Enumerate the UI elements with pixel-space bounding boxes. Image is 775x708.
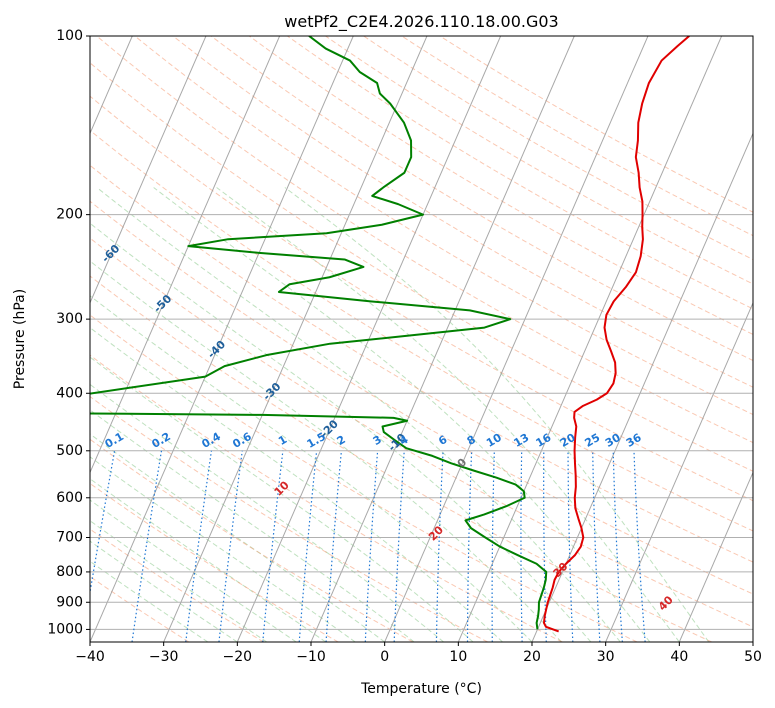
x-tick-label: −40 (75, 649, 105, 665)
moist-adiabat-line (90, 520, 268, 642)
moist-adiabat-line (90, 260, 562, 642)
isotherm-line (90, 36, 354, 642)
mixing-ratio-line (262, 450, 284, 642)
dry-adiabat-line (90, 62, 753, 472)
moist-adiabat-line (153, 187, 651, 642)
y-tick-label: 200 (56, 207, 83, 223)
isotherm-line (90, 36, 207, 305)
temperature-trace (542, 36, 690, 633)
isotherm-line (384, 36, 649, 642)
mixing-ratio-line (325, 450, 343, 642)
mixing-ratio-line (364, 450, 379, 642)
moist-adiabat-line (90, 433, 385, 642)
dry-adiabat-line (90, 314, 638, 642)
y-tick-label: 500 (56, 443, 83, 459)
x-tick-label: 0 (380, 649, 389, 665)
dry-adiabats (90, 36, 753, 642)
moist-adiabat-line (90, 478, 327, 642)
dry-adiabat-line (90, 237, 753, 628)
mixing-ratio-line (218, 450, 243, 642)
dry-adiabat-line (90, 482, 339, 642)
y-tick-label: 1000 (47, 621, 83, 637)
moist-adiabat-line (216, 187, 680, 642)
x-axis-ticks: −40 −30 −20 −10 0 10 20 30 40 50 (75, 642, 762, 665)
dry-adiabat-line (90, 164, 753, 563)
x-tick-label: 20 (523, 649, 541, 665)
mixing-ratio-line (185, 450, 213, 642)
x-tick-label: 10 (449, 649, 467, 665)
y-tick-label: 300 (56, 311, 83, 327)
moist-adiabat-line (90, 560, 209, 642)
dry-adiabat-line (90, 528, 264, 642)
moist-adiabat-line (90, 222, 592, 642)
x-tick-label: 40 (670, 649, 688, 665)
x-axis-label: Temperature (°C) (360, 681, 482, 697)
moist-adiabat-line (90, 499, 297, 642)
dry-adiabat-line (172, 36, 753, 388)
y-tick-label: 400 (56, 385, 83, 401)
dry-adiabat-line (90, 200, 753, 595)
dry-adiabat-line (363, 36, 753, 261)
isotherm-line (605, 301, 753, 642)
y-tick-label: 700 (56, 530, 83, 546)
isotherm-line (531, 132, 753, 642)
isotherm-line (457, 36, 723, 642)
mixing-ratio-line (612, 450, 623, 642)
y-tick-label: 800 (56, 564, 83, 580)
mixing-ratio-line (298, 450, 318, 642)
moist-adiabat-line (90, 409, 415, 642)
dry-adiabat-line (90, 95, 753, 502)
moist-adiabat-line (90, 327, 503, 642)
sounding-traces (90, 36, 690, 633)
dry-adiabat-line (90, 438, 414, 642)
moist-adiabat-line (90, 295, 533, 642)
dry-adiabat-line (96, 36, 753, 444)
dry-adiabat-line (90, 129, 753, 532)
mixing-ratio-lines (90, 450, 646, 642)
plot-frame (89, 35, 754, 643)
dry-adiabat-line (90, 395, 488, 642)
moist-adiabat-line (90, 456, 356, 642)
x-tick-label: −20 (223, 649, 253, 665)
isotherm-line (678, 471, 753, 642)
isotherm-line (310, 36, 575, 642)
moist-adiabat-line (90, 356, 474, 642)
y-axis-ticks: 100 200 300 400 500 600 700 800 900 1000 (47, 28, 90, 637)
x-tick-label: 50 (744, 649, 762, 665)
mixing-ratio-line (393, 450, 405, 642)
x-tick-label: 30 (597, 649, 615, 665)
y-tick-label: 600 (56, 490, 83, 506)
y-axis-label: Pressure (hPa) (12, 289, 28, 389)
dry-adiabat-line (134, 36, 753, 416)
mixing-ratio-line (633, 450, 646, 642)
y-tick-label: 100 (56, 28, 83, 44)
dry-adiabat-line (210, 36, 753, 362)
chart-title: wetPf2_C2E4.2026.110.18.00.G03 (284, 12, 558, 32)
moist-adiabats (90, 187, 710, 642)
dry-adiabat-line (325, 36, 753, 285)
x-tick-label: −30 (149, 649, 179, 665)
plot-area: -100-90-80-70-60-50-40-30-20-1000.10.20.… (90, 36, 753, 642)
moist-adiabat-line (96, 187, 621, 642)
isotherm-line (90, 36, 281, 474)
y-tick-label: 900 (56, 594, 83, 610)
isotherm-line (163, 36, 428, 642)
moist-adiabat-line (284, 187, 710, 642)
dry-adiabat-line (248, 36, 753, 335)
dewpoint-trace (90, 36, 548, 630)
x-tick-label: −10 (296, 649, 326, 665)
